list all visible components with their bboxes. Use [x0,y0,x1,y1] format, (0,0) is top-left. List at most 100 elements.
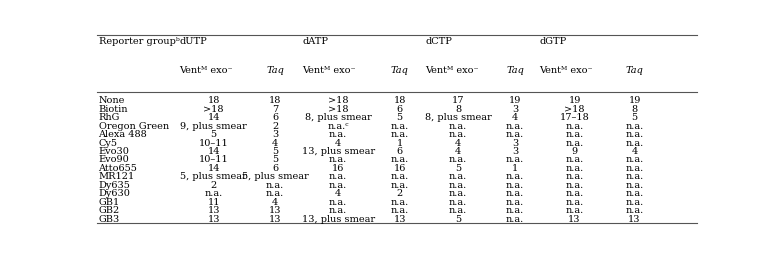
Text: 8: 8 [632,104,638,113]
Text: 5, plus smear: 5, plus smear [180,172,247,181]
Text: 6: 6 [272,163,279,172]
Text: n.a.: n.a. [329,197,348,206]
Text: RhG: RhG [98,113,120,122]
Text: dGTP: dGTP [539,37,567,46]
Text: 8, plus smear: 8, plus smear [305,113,372,122]
Text: n.a.: n.a. [565,121,584,130]
Text: n.a.: n.a. [565,155,584,164]
Text: >18: >18 [328,96,348,105]
Text: Alexa 488: Alexa 488 [98,130,147,139]
Text: dCTP: dCTP [426,37,452,46]
Text: Oregon Green: Oregon Green [98,121,169,130]
Text: 18: 18 [393,96,406,105]
Text: 18: 18 [269,96,282,105]
Text: 4: 4 [335,138,341,147]
Text: 4: 4 [272,138,279,147]
Text: 3: 3 [272,130,279,139]
Text: n.a.: n.a. [506,197,524,206]
Text: Ventᴹ exo⁻: Ventᴹ exo⁻ [180,66,233,75]
Text: 5: 5 [455,214,461,223]
Text: n.a.: n.a. [506,214,524,223]
Text: 17: 17 [452,96,464,105]
Text: n.a.: n.a. [391,172,409,181]
Text: 16: 16 [332,163,344,172]
Text: Cy5: Cy5 [98,138,118,147]
Text: 4: 4 [632,147,638,155]
Text: n.a.: n.a. [266,180,284,189]
Text: n.a.: n.a. [449,205,467,214]
Text: n.a.: n.a. [625,155,644,164]
Text: GB3: GB3 [98,214,120,223]
Text: None: None [98,96,125,105]
Text: n.a.: n.a. [565,180,584,189]
Text: 19: 19 [509,96,522,105]
Text: Ventᴹ exo⁻: Ventᴹ exo⁻ [303,66,356,75]
Text: n.a.: n.a. [506,130,524,139]
Text: Taq: Taq [391,66,409,75]
Text: Biotin: Biotin [98,104,128,113]
Text: Taq: Taq [625,66,643,75]
Text: 14: 14 [207,147,220,155]
Text: n.a.: n.a. [565,138,584,147]
Text: MR121: MR121 [98,172,135,181]
Text: 14: 14 [207,113,220,122]
Text: dATP: dATP [303,37,328,46]
Text: n.a.: n.a. [329,172,348,181]
Text: 6: 6 [272,113,279,122]
Text: 2: 2 [396,188,402,197]
Text: n.a.: n.a. [391,205,409,214]
Text: Evo90: Evo90 [98,155,129,164]
Text: 5: 5 [632,113,638,122]
Text: 13, plus smear: 13, plus smear [302,214,375,223]
Text: n.a.: n.a. [565,172,584,181]
Text: n.a.: n.a. [506,172,524,181]
Text: >18: >18 [328,104,348,113]
Text: n.a.: n.a. [449,121,467,130]
Text: 18: 18 [207,96,220,105]
Text: n.a.: n.a. [266,188,284,197]
Text: n.a.: n.a. [625,172,644,181]
Text: 4: 4 [455,147,461,155]
Text: 13: 13 [393,214,406,223]
Text: n.a.: n.a. [625,138,644,147]
Text: 2: 2 [211,180,217,189]
Text: 5: 5 [455,163,461,172]
Text: 4: 4 [512,113,519,122]
Text: n.a.: n.a. [449,172,467,181]
Text: n.a.: n.a. [391,130,409,139]
Text: n.a.: n.a. [391,197,409,206]
Text: 10–11: 10–11 [199,138,228,147]
Text: Dy630: Dy630 [98,188,131,197]
Text: n.a.: n.a. [329,130,348,139]
Text: 4: 4 [335,188,341,197]
Text: 13: 13 [269,205,282,214]
Text: Ventᴹ exo⁻: Ventᴹ exo⁻ [426,66,479,75]
Text: n.a.: n.a. [625,197,644,206]
Text: n.a.: n.a. [449,188,467,197]
Text: 1: 1 [512,163,519,172]
Text: 13: 13 [207,214,220,223]
Text: Ventᴹ exo⁻: Ventᴹ exo⁻ [539,66,593,75]
Text: n.a.: n.a. [625,180,644,189]
Text: 10–11: 10–11 [199,155,228,164]
Text: 5: 5 [396,113,402,122]
Text: 14: 14 [207,163,220,172]
Text: n.a.: n.a. [625,163,644,172]
Text: n.a.: n.a. [391,180,409,189]
Text: n.a.: n.a. [391,121,409,130]
Text: >18: >18 [564,104,585,113]
Text: 19: 19 [628,96,641,105]
Text: Dy635: Dy635 [98,180,131,189]
Text: n.a.: n.a. [506,155,524,164]
Text: n.a.: n.a. [625,130,644,139]
Text: n.a.: n.a. [329,155,348,164]
Text: n.a.: n.a. [565,205,584,214]
Text: 4: 4 [272,197,279,206]
Text: n.a.: n.a. [329,180,348,189]
Text: 6: 6 [396,104,402,113]
Text: n.a.: n.a. [565,163,584,172]
Text: 3: 3 [512,138,519,147]
Text: n.a.: n.a. [506,121,524,130]
Text: 17–18: 17–18 [560,113,590,122]
Text: 9, plus smear: 9, plus smear [180,121,247,130]
